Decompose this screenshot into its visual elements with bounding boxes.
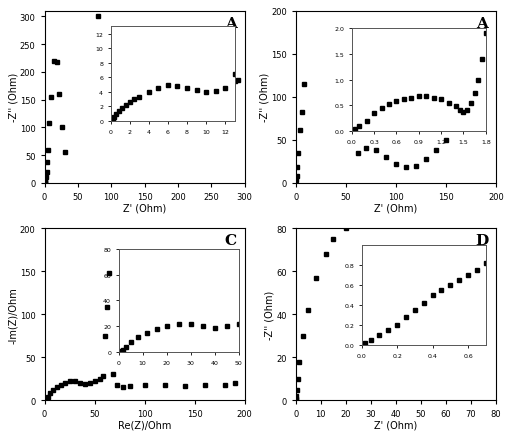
X-axis label: Re(Z)/Ohm: Re(Z)/Ohm (118, 420, 172, 430)
X-axis label: Z' (Ohm): Z' (Ohm) (374, 420, 417, 430)
Text: C: C (225, 234, 237, 248)
X-axis label: Z' (Ohm): Z' (Ohm) (123, 203, 166, 213)
Y-axis label: -Z'' (Ohm): -Z'' (Ohm) (260, 73, 269, 122)
Y-axis label: -Z'' (Ohm): -Z'' (Ohm) (265, 290, 275, 339)
Text: D: D (475, 234, 488, 248)
Text: A: A (225, 17, 237, 31)
Text: A: A (476, 17, 488, 31)
Y-axis label: -Z'' (Ohm): -Z'' (Ohm) (8, 73, 18, 122)
Y-axis label: -Im(Z)/Ohm: -Im(Z)/Ohm (9, 286, 18, 343)
X-axis label: Z' (Ohm): Z' (Ohm) (374, 203, 417, 213)
